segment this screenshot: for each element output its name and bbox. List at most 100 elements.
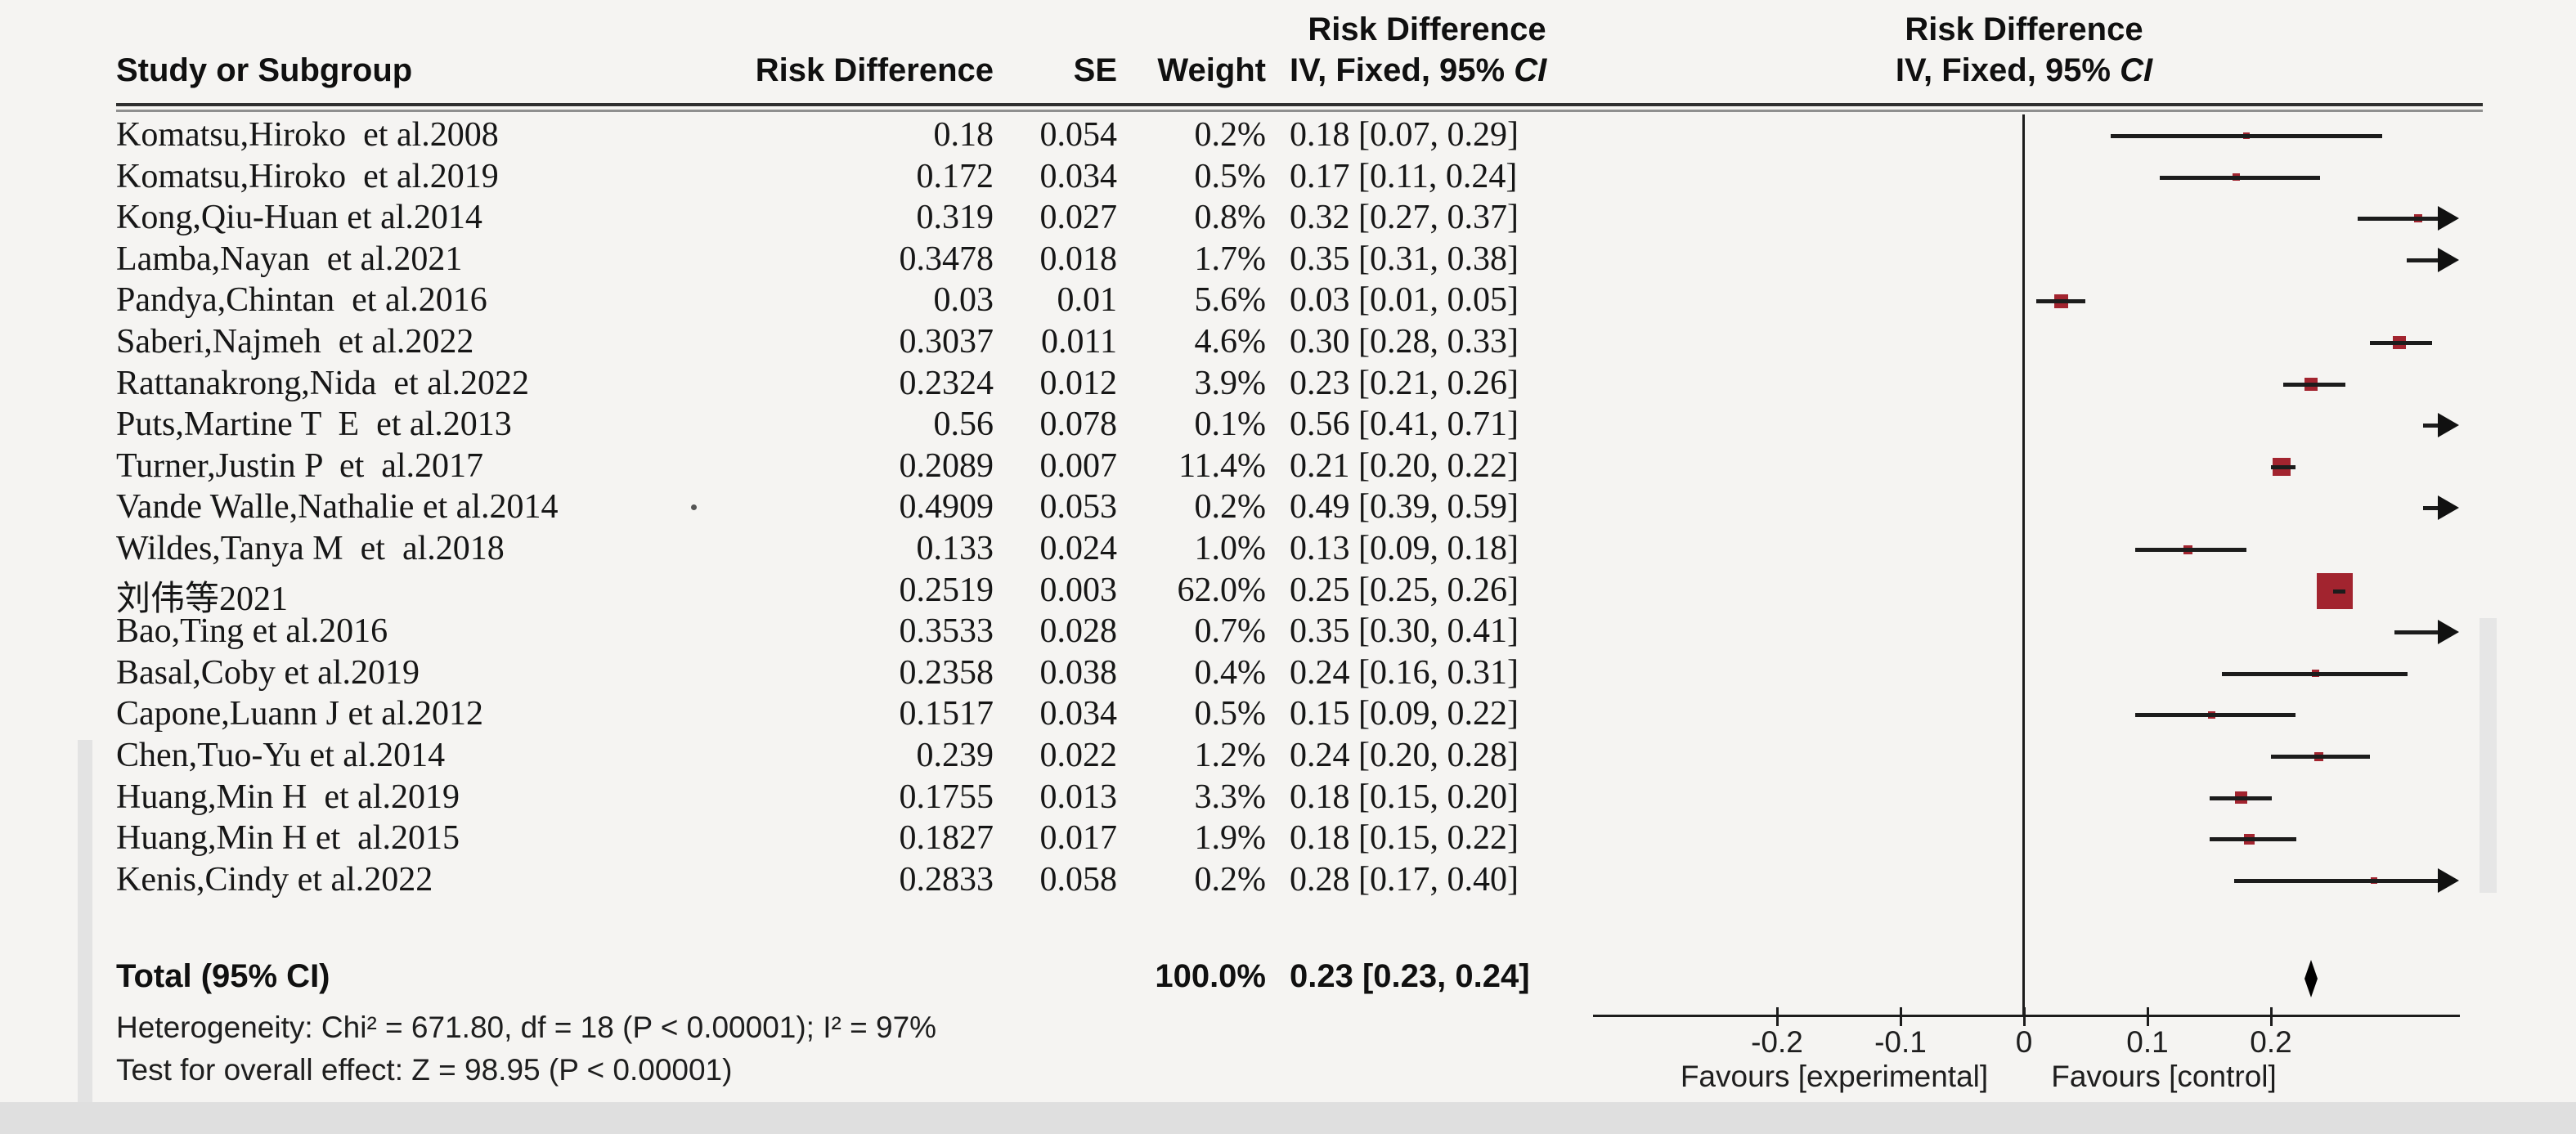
- x-axis: [1593, 1015, 2460, 1017]
- ci-line: [2407, 258, 2444, 262]
- study-name: Lamba,Nayan et al.2021: [116, 240, 463, 278]
- se-value: 0.058: [1039, 860, 1118, 899]
- rd-value: 0.03: [933, 281, 994, 320]
- left-scrollbar-thumb[interactable]: [78, 740, 92, 1102]
- plot-column-subtitle: IV, Fixed, 95% CI: [1895, 52, 2153, 88]
- total-label: Total (95% CI): [116, 958, 330, 994]
- tick: [1776, 1007, 1779, 1026]
- weight-value: 1.2%: [1194, 737, 1267, 774]
- col-header-study: Study or Subgroup: [116, 52, 413, 88]
- arrow-right-icon: [2438, 495, 2459, 520]
- study-name: Komatsu,Hiroko et al.2019: [116, 157, 499, 195]
- ci-line: [2271, 465, 2296, 469]
- study-name: 刘伟等2021: [116, 580, 289, 618]
- ci-line: [2283, 383, 2345, 387]
- tick-label: 0.1: [2126, 1025, 2169, 1059]
- favours-left-label: Favours [experimental]: [1680, 1060, 1989, 1093]
- right-scrollbar-thumb[interactable]: [2480, 618, 2497, 893]
- ci-text: 0.49 [0.39, 0.59]: [1290, 488, 1519, 527]
- study-name: Capone,Luann J et al.2012: [116, 695, 484, 733]
- rd-value: 0.172: [916, 157, 994, 195]
- ci-text: 0.35 [0.30, 0.41]: [1290, 612, 1519, 651]
- rd-value: 0.2324: [899, 364, 994, 402]
- ci-line: [2370, 341, 2432, 345]
- tick-label: 0.2: [2250, 1025, 2292, 1059]
- ci-text: 0.32 [0.27, 0.37]: [1290, 199, 1519, 237]
- ci-text: 0.25 [0.25, 0.26]: [1290, 571, 1519, 609]
- ci-text: 0.21 [0.20, 0.22]: [1290, 446, 1519, 485]
- se-value: 0.007: [1039, 446, 1118, 485]
- ci-line: [2234, 879, 2444, 883]
- rd-value: 0.3478: [899, 240, 994, 278]
- horizontal-scrollbar[interactable]: [0, 1102, 2576, 1134]
- ci-text: 0.18 [0.15, 0.20]: [1290, 778, 1519, 816]
- se-value: 0.078: [1039, 406, 1118, 444]
- se-value: 0.053: [1039, 488, 1118, 527]
- rd-value: 0.2358: [899, 653, 994, 692]
- weight-value: 0.7%: [1194, 612, 1267, 651]
- weight-value: 0.1%: [1194, 406, 1267, 444]
- weight-value: 3.3%: [1194, 778, 1267, 816]
- study-name: Chen,Tuo-Yu et al.2014: [116, 737, 446, 774]
- ci-text: 0.35 [0.31, 0.38]: [1290, 240, 1519, 278]
- se-value: 0.034: [1039, 695, 1118, 733]
- ci-line: [2423, 424, 2444, 428]
- col-header-ci: IV, Fixed, 95% CI: [1290, 52, 1547, 88]
- study-name: Wildes,Tanya M et al.2018: [116, 530, 505, 567]
- se-value: 0.011: [1041, 323, 1117, 361]
- study-name: Saberi,Najmeh et al.2022: [116, 323, 474, 361]
- study-name: Puts,Martine T E et al.2013: [116, 406, 512, 444]
- tick: [2023, 1007, 2026, 1026]
- weight-value: 1.7%: [1194, 240, 1267, 278]
- se-value: 0.054: [1039, 116, 1118, 154]
- ci-line: [2160, 176, 2320, 180]
- study-name: Basal,Coby et al.2019: [116, 653, 420, 692]
- weight-value: 4.6%: [1194, 323, 1267, 361]
- study-name: Huang,Min H et al.2019: [116, 778, 460, 816]
- ci-line: [2358, 217, 2444, 221]
- weight-value: 0.5%: [1194, 157, 1267, 195]
- study-name: Bao,Ting et al.2016: [116, 612, 388, 651]
- study-name: Komatsu,Hiroko et al.2008: [116, 116, 499, 154]
- stray-dot: [691, 504, 697, 510]
- ci-text: 0.18 [0.15, 0.22]: [1290, 819, 1519, 858]
- ci-text: 0.24 [0.20, 0.28]: [1290, 737, 1519, 774]
- tick-label: 0: [2015, 1025, 2033, 1059]
- tick: [1900, 1007, 1902, 1026]
- tick: [2270, 1007, 2273, 1026]
- ci-text: 0.30 [0.28, 0.33]: [1290, 323, 1519, 361]
- rd-value: 0.3037: [899, 323, 994, 361]
- summary-diamond-icon: [2304, 960, 2318, 997]
- rd-value: 0.1755: [899, 778, 994, 816]
- rd-value: 0.56: [933, 406, 994, 444]
- ci-text: 0.03 [0.01, 0.05]: [1290, 281, 1519, 320]
- se-value: 0.01: [1057, 281, 1118, 320]
- ci-line: [2394, 630, 2444, 634]
- weight-value: 3.9%: [1194, 364, 1267, 402]
- total-ci-text: 0.23 [0.23, 0.24]: [1290, 958, 1530, 994]
- tick-label: -0.1: [1874, 1025, 1927, 1059]
- rd-value: 0.319: [916, 199, 994, 237]
- rd-value: 0.2519: [899, 571, 994, 609]
- rd-value: 0.18: [933, 116, 994, 154]
- heterogeneity-text: Heterogeneity: Chi² = 671.80, df = 18 (P…: [116, 1011, 937, 1044]
- zero-line: [2022, 114, 2025, 1016]
- study-name: Huang,Min H et al.2015: [116, 819, 460, 858]
- weight-value: 0.5%: [1194, 695, 1267, 733]
- ci-text: 0.23 [0.21, 0.26]: [1290, 364, 1519, 402]
- weight-value: 1.0%: [1194, 530, 1267, 567]
- weight-value: 62.0%: [1177, 571, 1267, 609]
- col-header-risk-difference: Risk Difference: [755, 52, 994, 88]
- ci-text: 0.18 [0.07, 0.29]: [1290, 116, 1519, 154]
- rd-value: 0.4909: [899, 488, 994, 527]
- tick: [2147, 1007, 2149, 1026]
- se-value: 0.003: [1039, 571, 1118, 609]
- weight-value: 5.6%: [1194, 281, 1267, 320]
- arrow-right-icon: [2438, 620, 2459, 644]
- rd-value: 0.3533: [899, 612, 994, 651]
- se-value: 0.038: [1039, 653, 1118, 692]
- ci-line: [2271, 755, 2370, 759]
- ci-line: [2423, 506, 2444, 510]
- rd-value: 0.239: [916, 737, 994, 774]
